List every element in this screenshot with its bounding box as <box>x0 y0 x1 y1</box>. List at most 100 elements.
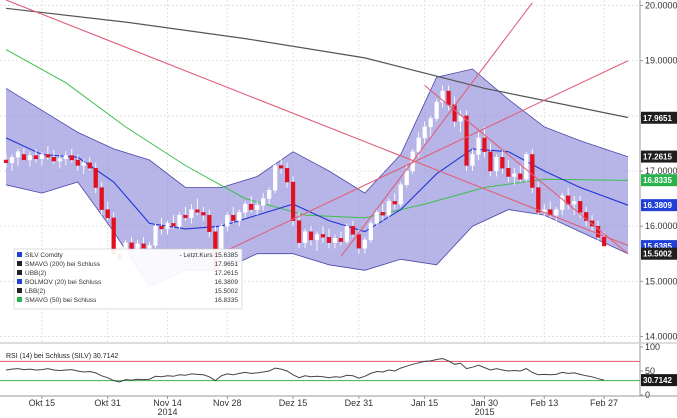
date-axis-year-label: 2014 <box>157 407 177 417</box>
candle-body-down <box>595 225 601 238</box>
price-axis-background <box>640 0 677 343</box>
price-badge-label: 16.8335 <box>643 176 672 185</box>
candle <box>225 212 230 232</box>
legend-label: SMAVG (50) bei Schluss <box>25 297 97 304</box>
candle-body-up <box>39 154 44 160</box>
candle-body-up <box>422 126 427 139</box>
candle-body-down <box>338 238 344 242</box>
indicator-lines <box>5 7 629 233</box>
candle <box>69 148 74 163</box>
candle <box>482 126 487 158</box>
price-badge: 17.9651 <box>641 111 677 124</box>
candle <box>518 165 523 183</box>
candle <box>380 204 385 221</box>
legend-entry: SMAVG (200) bei Schluss 17.9651 <box>17 261 238 268</box>
legend-value: 17.9651 <box>215 261 239 268</box>
price-badge-box <box>641 150 677 163</box>
candle-body-up <box>416 137 421 152</box>
candle <box>554 206 559 224</box>
candle <box>560 193 565 216</box>
candle-body-down <box>452 104 457 122</box>
candle-body-up <box>147 245 152 249</box>
legend-value: 17.2615 <box>215 270 239 277</box>
candle <box>452 96 457 127</box>
candle-body-up <box>237 212 242 221</box>
date-axis-tick-label: Feb 27 <box>590 398 618 408</box>
price-badge-label: 15.6385 <box>643 242 672 251</box>
candle-body-down <box>99 187 104 210</box>
candle <box>392 193 397 210</box>
candle-body-down <box>296 220 302 243</box>
candle <box>494 154 499 177</box>
candle <box>231 206 236 224</box>
candle <box>530 148 535 194</box>
candle-body-up <box>63 155 68 160</box>
candle-body-up <box>404 170 409 185</box>
rsi-value-badge-box <box>641 374 677 387</box>
candle <box>63 151 68 166</box>
date-axis-year-label: 2015 <box>474 407 494 417</box>
price-badge-box <box>641 199 677 212</box>
candle-body-up <box>512 173 517 177</box>
rsi-plot-background <box>0 346 640 396</box>
candle <box>595 220 601 243</box>
candle-body-up <box>261 198 266 206</box>
price-axis-tick-label: 16.0000 <box>645 221 677 231</box>
trendline <box>424 85 629 255</box>
candle <box>422 121 427 144</box>
candle-body-up <box>267 190 272 199</box>
candle <box>183 206 188 221</box>
candle <box>296 212 302 249</box>
candle-body-down <box>506 168 511 177</box>
candle <box>374 209 379 227</box>
candle <box>584 206 589 227</box>
legend-value: 16.8335 <box>215 297 239 304</box>
legend-label: LBB(2) <box>25 288 45 295</box>
candle <box>51 150 56 165</box>
candle-body-up <box>9 157 15 163</box>
candle-body-down <box>290 181 296 221</box>
candle <box>87 157 92 171</box>
candle-body-down <box>320 234 326 238</box>
date-axis-tick-label: Dez 31 <box>345 398 374 408</box>
candle <box>362 237 367 254</box>
candle-body-down <box>171 223 176 227</box>
candle <box>99 182 104 216</box>
candle-body-down <box>69 155 74 161</box>
candle-body-up <box>554 209 559 216</box>
price-badge: 16.3809 <box>641 199 677 212</box>
candle-body-up <box>57 158 62 162</box>
price-badge-label: 17.2615 <box>643 153 672 162</box>
sma50-line <box>5 49 629 219</box>
legend-label: BOLMOV (20) bei Schluss <box>25 279 102 286</box>
candle-body-down <box>350 225 355 235</box>
price-badge: 17.2615 <box>641 150 677 163</box>
candle-body-up <box>243 203 248 213</box>
candle <box>15 148 21 166</box>
candle <box>237 209 242 227</box>
rsi-line <box>5 357 605 383</box>
rsi-axis-tick-label: 0 <box>645 390 650 400</box>
candle <box>572 195 577 216</box>
candle <box>386 198 391 218</box>
legend-swatch <box>17 288 22 293</box>
candle <box>512 168 517 185</box>
candle <box>290 176 296 227</box>
bollinger-lower-line <box>5 181 629 288</box>
date-axis-tick-label: Dez 15 <box>279 398 308 408</box>
candle <box>428 115 433 138</box>
price-badge: 15.5002 <box>641 247 677 260</box>
candle <box>33 148 39 163</box>
candle-body-up <box>165 223 170 230</box>
price-badge-box <box>641 111 677 124</box>
price-axis-tick-label: 19.0000 <box>645 56 677 66</box>
legend-swatch <box>17 252 22 257</box>
candle <box>195 198 200 216</box>
candle <box>434 99 439 122</box>
candle-body-up <box>255 204 260 210</box>
legend-swatch <box>17 270 22 275</box>
candle <box>261 193 266 211</box>
price-badge-box <box>641 247 677 260</box>
candle-body-down <box>93 168 98 188</box>
